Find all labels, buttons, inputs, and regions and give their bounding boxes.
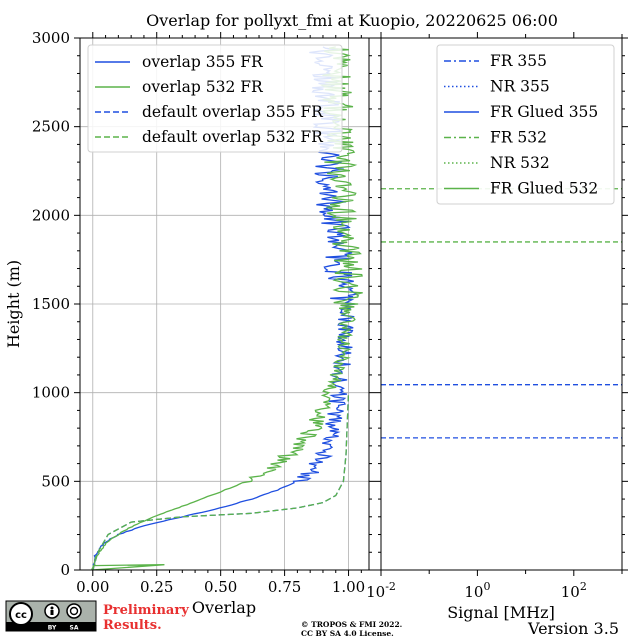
sa-icon	[66, 603, 82, 619]
legend-label: FR Glued 355	[490, 103, 598, 121]
copyright-text: © TROPOS & FMI 2022.	[301, 620, 402, 629]
x-tick-label: 0.00	[76, 578, 109, 596]
legend-box	[436, 44, 615, 205]
y-tick-label: 0	[60, 561, 70, 579]
x-tick-label: 10-2	[366, 580, 396, 601]
signal-axes: 10-2 100 102 Signal [MHz] FR 355 NR 355 FR Glu…	[366, 32, 628, 622]
cc-sa-label: SA	[70, 625, 79, 632]
x-axis-label: Signal [MHz]	[447, 603, 555, 622]
legend-label: default overlap 532 FR	[142, 128, 324, 146]
legend-label: FR Glued 532	[490, 180, 598, 198]
x-tick-label: 1.00	[332, 578, 365, 596]
y-tick-label: 1500	[32, 295, 70, 313]
x-tick-label: 0.25	[140, 578, 173, 596]
preliminary-label: Preliminary	[103, 603, 189, 618]
legend-label: overlap 355 FR	[142, 53, 264, 71]
legend-label: overlap 532 FR	[142, 78, 264, 96]
y-tick-label: 2500	[32, 118, 70, 136]
legend-box	[87, 44, 343, 153]
x-tick-label: 102	[561, 580, 587, 601]
version-label: Version 3.5	[527, 619, 619, 638]
legend-label: NR 532	[490, 154, 550, 172]
x-axis-label: Overlap	[192, 598, 256, 617]
y-tick-label: 3000	[32, 29, 70, 47]
y-tick-label: 2000	[32, 206, 70, 224]
x-tick-label: 0.75	[268, 578, 301, 596]
y-tick-label: 500	[41, 472, 70, 490]
chart-title: Overlap for pollyxt_fmi at Kuopio, 20220…	[146, 11, 558, 30]
cc-license-logo: cc BY SA	[5, 600, 97, 632]
x-tick-label: 0.50	[204, 578, 237, 596]
legend-label: FR 532	[490, 129, 547, 147]
license-text: CC BY SA 4.0 License.	[301, 629, 394, 638]
svg-text:cc: cc	[15, 610, 27, 621]
series-line-3	[92, 392, 350, 570]
y-tick-label: 1000	[32, 384, 70, 402]
overlap-axes: 0.00 0.25 0.50 0.75 1.00 0 500 1000 1500 2000 2500…	[4, 29, 375, 617]
results-label: Results.	[103, 618, 162, 633]
cc-icon	[9, 602, 33, 626]
legend-label: NR 355	[490, 78, 550, 96]
cc-by-label: BY	[48, 625, 57, 632]
legend-label: default overlap 355 FR	[142, 103, 324, 121]
legend-label: FR 355	[490, 52, 547, 70]
y-axis-label: Height (m)	[4, 260, 23, 348]
legend-signal: FR 355 NR 355 FR Glued 355 FR 532 NR 532 FR G…	[436, 44, 615, 205]
x-tick-label: 100	[464, 580, 490, 601]
legend-overlap: overlap 355 FR overlap 532 FR default over…	[87, 44, 343, 153]
